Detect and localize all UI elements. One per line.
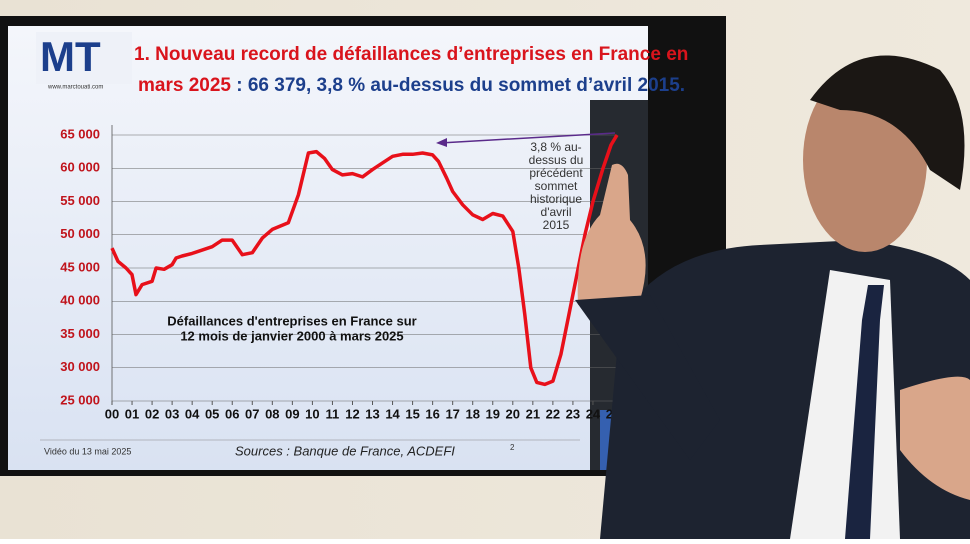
footer-sources: Sources : Banque de France, ACDEFI	[235, 443, 455, 458]
x-tick-label: 08	[265, 406, 279, 421]
x-tick-label: 11	[326, 406, 340, 421]
x-tick-label: 01	[125, 406, 139, 421]
annotation: 3,8 % au-	[530, 140, 581, 154]
title-part: : 66 379, 3,8 % au-dessus du sommet d’av…	[231, 75, 685, 96]
footer-date: Vidéo du 13 mai 2025	[44, 446, 131, 456]
x-tick-label: 19	[486, 406, 500, 421]
x-tick-label: 21	[526, 406, 540, 421]
x-tick-label: 05	[205, 406, 219, 421]
x-tick-label: 02	[145, 406, 159, 421]
plot: 25 000 30 000 35 000 40 000 45 000 50 000 55 0…	[60, 125, 620, 421]
x-tick-label: 10	[305, 406, 319, 421]
x-tick-label: 12	[345, 406, 359, 421]
y-tick-label: 45 000	[60, 259, 100, 274]
x-tick-label: 13	[365, 406, 379, 421]
y-tick-label: 55 000	[60, 193, 100, 208]
hand	[577, 163, 646, 305]
y-tick-label: 50 000	[60, 226, 100, 241]
x-tick-label: 04	[185, 406, 200, 421]
sleeve	[575, 295, 720, 460]
chart-label: 12 mois de janvier 2000 à mars 2025	[180, 328, 403, 343]
data-line	[110, 134, 619, 387]
logo-url: www.marctouati.com	[47, 85, 103, 91]
chart-label: Défaillances d'entreprises en France sur	[167, 313, 416, 328]
x-tick-label: 07	[245, 406, 259, 421]
x-tick-label: 09	[285, 406, 299, 421]
slide	[8, 26, 648, 470]
x-tick-label: 16	[425, 406, 439, 421]
x-tick-label: 20	[506, 406, 520, 421]
annotation: 2015	[543, 218, 570, 232]
annotation: d'avril	[541, 205, 572, 219]
other-hand	[900, 376, 970, 500]
x-tick-label: 18	[465, 406, 479, 421]
annotation: dessus du	[529, 153, 584, 167]
tie	[845, 285, 884, 539]
y-tick-label: 35 000	[60, 326, 100, 341]
y-tick-label: 25 000	[60, 392, 100, 407]
y-tick-label: 65 000	[60, 126, 100, 141]
y-tick-label: 30 000	[60, 359, 100, 374]
x-tick-label: 22	[546, 406, 560, 421]
logo: MT	[40, 33, 101, 80]
title-line-2: mars 2025 : 66 379, 3,8 % au-dessus du s…	[138, 75, 685, 96]
annotation-arrow	[439, 132, 616, 144]
annotation-arrowhead	[436, 138, 447, 147]
title-line-1: 1. Nouveau record de défaillances d’entr…	[134, 44, 688, 65]
title-part: mars 2025	[138, 75, 231, 96]
x-tick-label: 14	[385, 406, 400, 421]
y-tick-label: 60 000	[60, 160, 100, 175]
annotation: précédent	[529, 166, 583, 180]
x-tick-label: 23	[566, 406, 580, 421]
annotation: historique	[530, 192, 582, 206]
x-tick-label: 06	[225, 406, 239, 421]
x-tick-label: 24	[586, 406, 601, 421]
x-tick-label: 17	[445, 406, 459, 421]
y-tick-label: 40 000	[60, 293, 100, 308]
x-tick-label: 15	[405, 406, 419, 421]
page-number: 2	[510, 443, 515, 452]
logo-box	[36, 32, 132, 84]
annotation: sommet	[535, 179, 578, 193]
x-tick-label: 00	[105, 406, 119, 421]
hair	[810, 55, 965, 191]
x-tick-label: 03	[165, 406, 179, 421]
